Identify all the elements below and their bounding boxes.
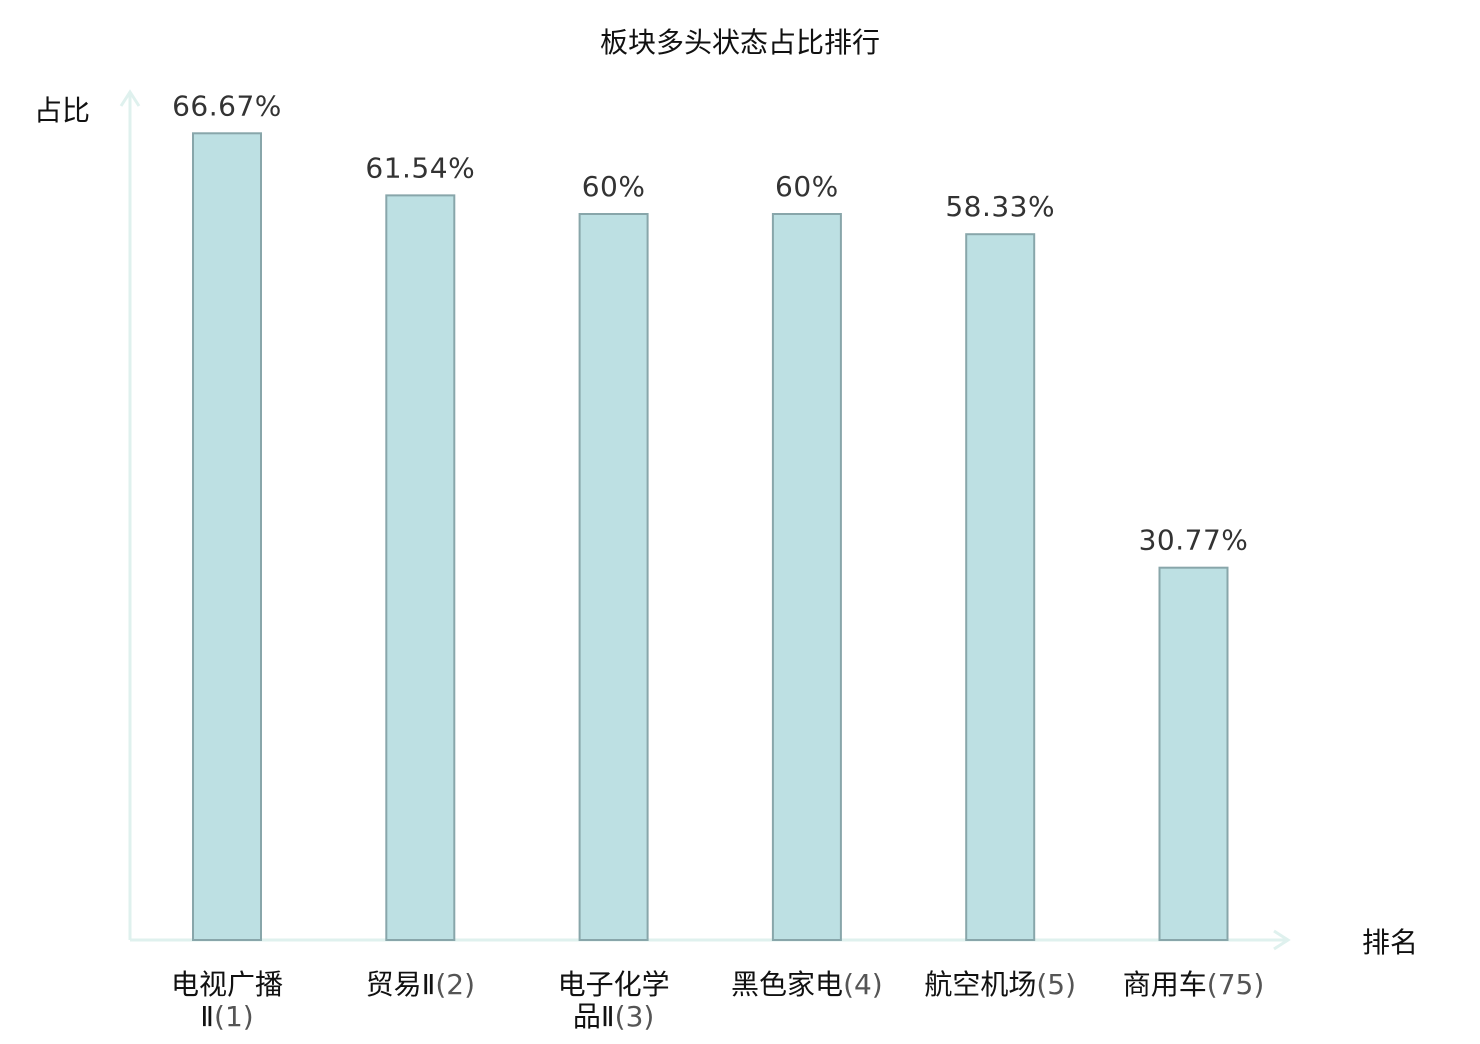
category-rank: (1) — [214, 1000, 254, 1033]
category-label: 商用车(75) — [1123, 968, 1265, 1001]
category-name: 贸易Ⅱ — [366, 968, 436, 1001]
value-label: 66.67% — [172, 89, 282, 122]
category-name: 航空机场 — [924, 968, 1036, 1001]
bars-group — [192, 132, 1229, 942]
value-label: 61.54% — [365, 151, 475, 184]
value-label: 60% — [582, 170, 646, 203]
category-rank: (3) — [615, 1000, 655, 1033]
y-axis-label: 占比 — [34, 94, 90, 127]
x-axis-arrow — [1273, 929, 1291, 951]
category-rank: (75) — [1207, 968, 1264, 1001]
category-rank: (4) — [843, 968, 883, 1001]
chart-title: 板块多头状态占比排行 — [600, 26, 880, 59]
category-name: 电子化学 — [558, 968, 670, 1001]
category-rank: (2) — [435, 968, 475, 1001]
category-name: 品Ⅱ — [573, 1000, 615, 1033]
axes — [119, 89, 1291, 951]
bar — [192, 132, 262, 941]
category-name: 电视广播 — [171, 968, 283, 1001]
value-labels-group: 66.67% 61.54% 60% 60% 58.33% 30.77% — [172, 89, 1248, 556]
category-name: Ⅱ — [200, 1000, 214, 1033]
bar — [385, 194, 456, 941]
y-axis-arrow — [119, 89, 141, 107]
x-axis-label: 排名 — [1362, 926, 1418, 959]
category-label: Ⅱ(1) — [200, 1000, 253, 1033]
category-label: 电视广播 — [171, 968, 283, 1001]
bar — [1158, 566, 1229, 941]
value-label: 58.33% — [945, 190, 1055, 223]
bar — [965, 233, 1036, 942]
category-label: 航空机场(5) — [924, 968, 1076, 1001]
category-rank: (5) — [1036, 968, 1076, 1001]
value-label: 60% — [775, 170, 839, 203]
bar — [578, 213, 649, 941]
category-label: 电子化学 — [558, 968, 670, 1001]
category-name: 商用车 — [1123, 968, 1207, 1001]
category-label: 黑色家电(4) — [731, 968, 883, 1001]
category-name: 黑色家电 — [731, 968, 843, 1001]
category-label: 贸易Ⅱ(2) — [366, 968, 475, 1001]
bar — [771, 213, 842, 941]
category-label: 品Ⅱ(3) — [573, 1000, 654, 1033]
value-label: 30.77% — [1139, 524, 1249, 557]
